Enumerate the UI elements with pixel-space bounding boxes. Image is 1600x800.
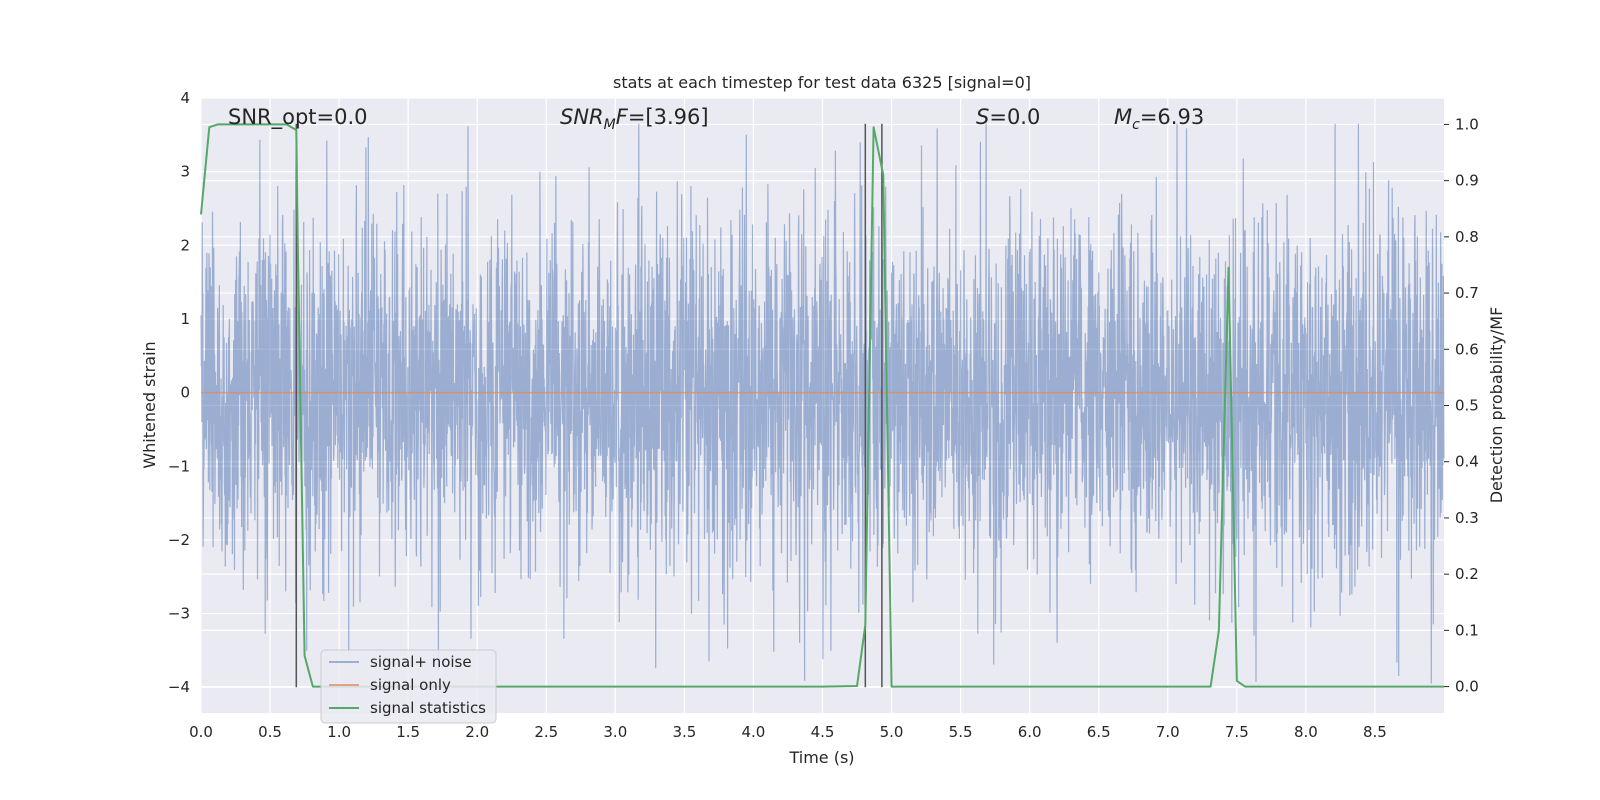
y2-tick-label: 0.2	[1455, 565, 1479, 583]
y2-tick-label: 0.8	[1455, 228, 1479, 246]
x-tick-label: 8.5	[1363, 723, 1387, 741]
y2-tick-label: 0.9	[1455, 172, 1479, 190]
x-tick-label: 1.0	[327, 723, 351, 741]
x-tick-label: 2.0	[465, 723, 489, 741]
y2-tick-label: 0.6	[1455, 340, 1479, 358]
y2-tick-label: 0.0	[1455, 678, 1479, 696]
x-tick-label: 3.0	[603, 723, 627, 741]
x-tick-label: 4.5	[811, 723, 835, 741]
legend-label-signal-statistics: signal statistics	[370, 699, 486, 717]
y2-axis-label: Detection probability/MF	[1487, 307, 1506, 504]
y-tick-label: −2	[168, 531, 190, 549]
x-ticks: 0.0 0.5 1.0 1.5 2.0 2.5 3.0 3.5 4.0 4.5 5.0 5.5 6.0 6…	[189, 723, 1387, 741]
x-tick-label: 0.5	[258, 723, 282, 741]
legend: signal+ noise signal only signal statist…	[320, 649, 497, 724]
y-tick-label: 0	[180, 384, 190, 402]
y-tick-label: 4	[180, 89, 190, 107]
x-tick-label: 4.0	[742, 723, 766, 741]
x-tick-label: 5.5	[949, 723, 973, 741]
y2-tick-label: 0.3	[1455, 509, 1479, 527]
x-axis-label: Time (s)	[788, 748, 854, 767]
x-tick-label: 8.0	[1294, 723, 1318, 741]
annotation-snr-opt: SNR_opt=0.0	[228, 105, 368, 130]
x-tick-label: 2.5	[534, 723, 558, 741]
y-tick-label: −4	[168, 678, 190, 696]
series-signal-statistics	[200, 123, 1444, 688]
annotation-s: S=0.0	[976, 105, 1040, 129]
y2-tick-label: 1.0	[1455, 115, 1479, 133]
x-tick-label: 7.0	[1156, 723, 1180, 741]
legend-label-signal-noise: signal+ noise	[370, 653, 472, 671]
annotation-mc: Mc=6.93	[1114, 105, 1204, 133]
x-tick-label: 0.0	[189, 723, 213, 741]
legend-label-signal-only: signal only	[370, 676, 451, 694]
y-tick-label: 3	[180, 163, 190, 181]
y-tick-label: −3	[168, 605, 190, 623]
y-tick-label: 2	[180, 236, 190, 254]
y-tick-label: −1	[168, 457, 190, 475]
data-layer	[200, 123, 1445, 688]
y2-tick-label: 0.4	[1455, 453, 1479, 471]
legend-box	[320, 649, 497, 724]
series-signal-noise	[200, 123, 1445, 684]
y-ticks: 4 3 2 1 0 −1 −2 −3 −4	[168, 89, 190, 696]
y2-ticks: 1.0 0.9 0.8 0.7 0.6 0.5 0.4 0.3 0.2 0.1 0.0	[1444, 115, 1479, 696]
y2-tick-label: 0.7	[1455, 284, 1479, 302]
x-tick-label: 1.5	[396, 723, 420, 741]
x-tick-label: 6.0	[1018, 723, 1042, 741]
annotation-snr-mf: SNRMF=[3.96]	[560, 105, 709, 133]
chart-title: stats at each timestep for test data 632…	[613, 73, 1031, 92]
x-tick-label: 5.0	[880, 723, 904, 741]
y-axis-label: Whitened strain	[140, 341, 159, 468]
x-tick-label: 3.5	[672, 723, 696, 741]
x-tick-label: 6.5	[1087, 723, 1111, 741]
y-tick-label: 1	[180, 310, 190, 328]
y2-tick-label: 0.5	[1455, 397, 1479, 415]
x-tick-label: 7.5	[1225, 723, 1249, 741]
y2-tick-label: 0.1	[1455, 621, 1479, 639]
